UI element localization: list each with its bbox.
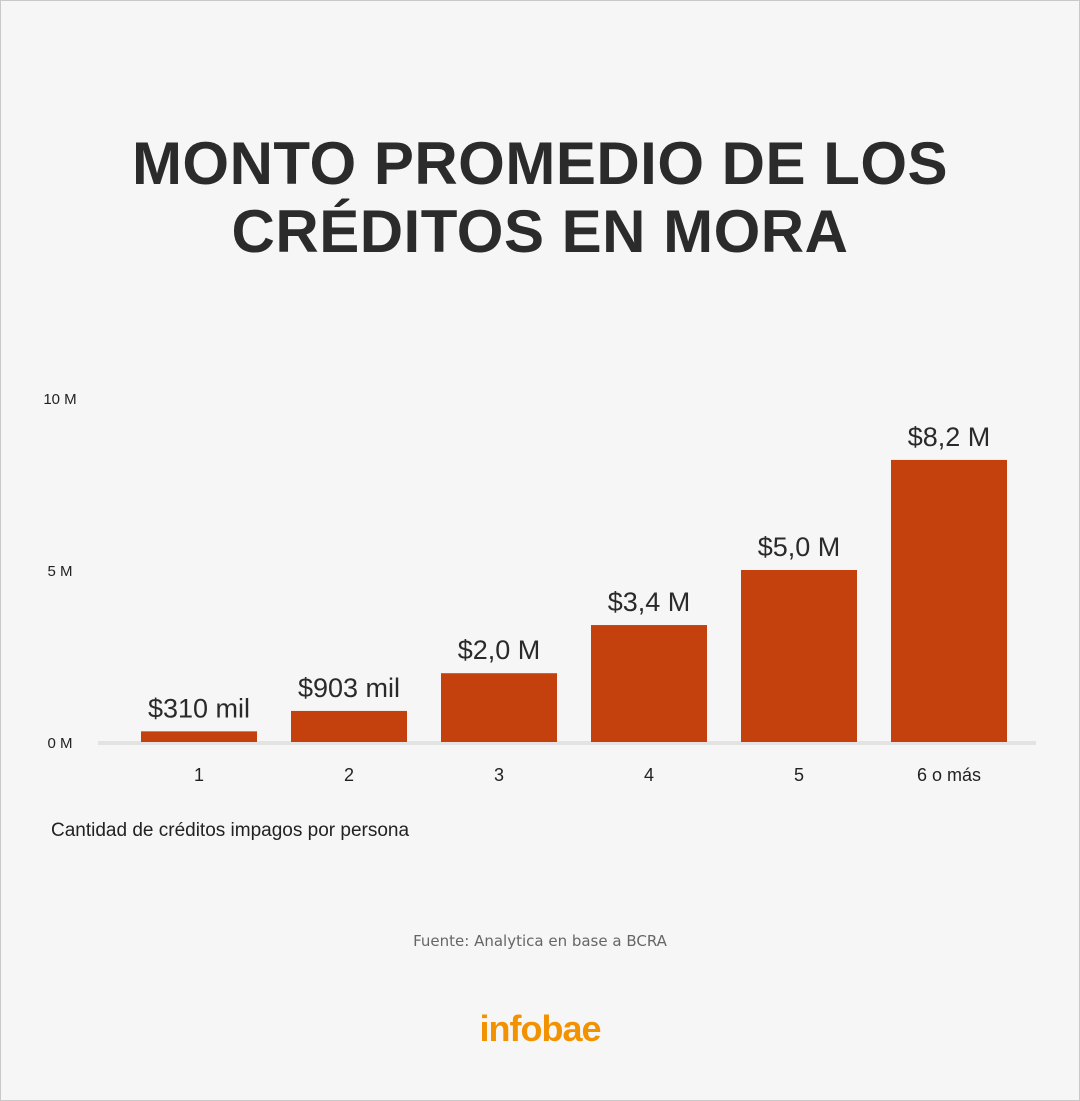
bar [141,731,257,742]
x-tick-label: 2 [344,765,354,785]
x-tick-label: 3 [494,765,504,785]
bar [291,710,407,742]
bar-value-label: $5,0 M [758,532,841,562]
infobae-logo: infobae [479,1008,601,1049]
y-tick-label: 10 M [43,391,76,408]
y-tick-label: 5 M [47,563,72,580]
bar-value-label: $3,4 M [608,587,691,617]
y-tick-label: 0 M [47,735,72,752]
title-line-1: MONTO PROMEDIO DE LOS [131,130,949,197]
bar-value-label: $903 mil [298,673,400,703]
x-tick-label: 1 [194,765,204,785]
bar-value-label: $2,0 M [458,635,541,665]
bar [741,570,857,742]
bar [441,673,557,742]
x-axis-label: Cantidad de créditos impagos por persona [51,820,410,841]
bar-value-label: $310 mil [148,693,250,723]
x-tick-label: 5 [794,765,804,785]
x-tick-label: 4 [644,765,654,785]
bar [591,625,707,742]
bar-value-label: $8,2 M [908,422,991,452]
title-line-2: CRÉDITOS EN MORA [231,198,849,265]
bar [891,459,1007,742]
source-note: Fuente: Analytica en base a BCRA [413,932,667,950]
chart-title: MONTO PROMEDIO DE LOS CRÉDITOS EN MORA [0,130,1080,266]
x-tick-label: 6 o más [917,765,981,785]
